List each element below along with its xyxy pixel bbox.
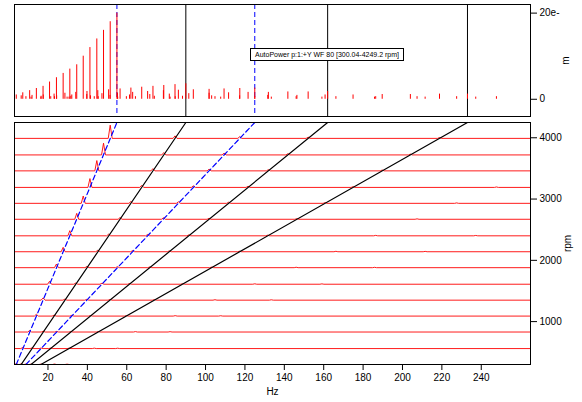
- svg-text:140: 140: [276, 372, 293, 383]
- svg-text:4000: 4000: [540, 132, 563, 143]
- svg-text:220: 220: [434, 372, 451, 383]
- svg-text:0: 0: [540, 93, 546, 104]
- html-text:AutoPower p:1:+Y WF 80 [300.04: AutoPower p:1:+Y WF 80 [300.04-4249.2 rp…: [255, 51, 399, 58]
- svg-text:3000: 3000: [540, 193, 563, 204]
- svg-text:20e-: 20e-: [540, 7, 560, 18]
- svg-text:40: 40: [82, 372, 94, 383]
- svg-text:m: m: [560, 56, 571, 64]
- svg-text:180: 180: [355, 372, 372, 383]
- svg-text:240: 240: [473, 372, 490, 383]
- svg-text:20: 20: [42, 372, 54, 383]
- svg-text:120: 120: [237, 372, 254, 383]
- svg-text:Hz: Hz: [266, 386, 278, 397]
- svg-text:1000: 1000: [540, 316, 563, 327]
- svg-text:rpm: rpm: [562, 235, 573, 252]
- svg-text:60: 60: [121, 372, 133, 383]
- svg-text:160: 160: [315, 372, 332, 383]
- svg-text:80: 80: [161, 372, 173, 383]
- svg-text:2000: 2000: [540, 255, 563, 266]
- svg-text:100: 100: [197, 372, 214, 383]
- svg-text:200: 200: [394, 372, 411, 383]
